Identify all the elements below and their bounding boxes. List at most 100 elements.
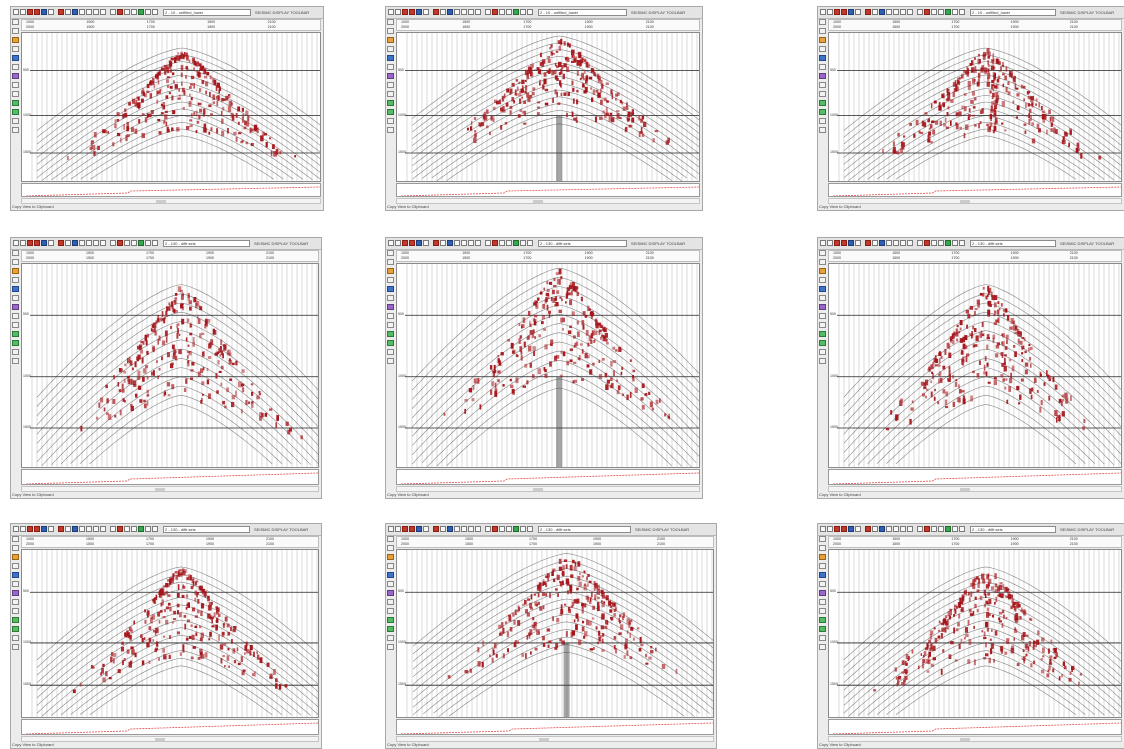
toolbar-tool-icon[interactable]	[152, 526, 158, 532]
side-tool-icon[interactable]	[387, 590, 394, 596]
toolbar-tool-icon[interactable]	[952, 9, 958, 15]
side-tool-icon[interactable]	[819, 536, 826, 542]
seismic-section[interactable]: 500 1000 1500	[21, 32, 321, 182]
side-tool-icon[interactable]	[819, 322, 826, 328]
side-tool-icon[interactable]	[819, 635, 826, 641]
toolbar-tool-icon[interactable]	[461, 240, 467, 246]
side-tool-icon[interactable]	[12, 55, 19, 61]
toolbar-tool-icon[interactable]	[416, 526, 422, 532]
toolbar-tool-icon[interactable]	[931, 9, 937, 15]
toolbar-tool-icon[interactable]	[34, 9, 40, 15]
toolbar-tool-icon[interactable]	[475, 240, 481, 246]
toolbar-tool-icon[interactable]	[931, 526, 937, 532]
side-tool-icon[interactable]	[819, 250, 826, 256]
scrollbar-thumb[interactable]	[155, 488, 166, 491]
horizontal-scrollbar[interactable]	[21, 198, 321, 204]
side-tool-icon[interactable]	[819, 590, 826, 596]
toolbar-tool-icon[interactable]	[468, 240, 474, 246]
toolbar-tool-icon[interactable]	[468, 526, 474, 532]
side-tool-icon[interactable]	[12, 118, 19, 124]
toolbar-tool-icon[interactable]	[65, 240, 71, 246]
toolbar-tool-icon[interactable]	[409, 9, 415, 15]
toolbar-tool-icon[interactable]	[110, 9, 116, 15]
side-tool-icon[interactable]	[12, 250, 19, 256]
toolbar-tool-icon[interactable]	[48, 240, 54, 246]
side-tool-icon[interactable]	[819, 118, 826, 124]
toolbar-tool-icon[interactable]	[959, 526, 965, 532]
toolbar-tool-icon[interactable]	[41, 240, 47, 246]
toolbar-tool-icon[interactable]	[145, 9, 151, 15]
horizontal-scrollbar[interactable]	[21, 486, 319, 492]
side-tool-icon[interactable]	[387, 340, 394, 346]
side-tool-icon[interactable]	[387, 608, 394, 614]
side-tool-icon[interactable]	[12, 19, 19, 25]
toolbar-tool-icon[interactable]	[820, 9, 826, 15]
toolbar-tool-icon[interactable]	[848, 526, 854, 532]
toolbar-tool-icon[interactable]	[131, 240, 137, 246]
side-tool-icon[interactable]	[12, 536, 19, 542]
side-tool-icon[interactable]	[819, 268, 826, 274]
toolbar-tool-icon[interactable]	[447, 526, 453, 532]
side-tool-icon[interactable]	[387, 127, 394, 133]
scrollbar-thumb[interactable]	[539, 738, 550, 741]
seismic-section[interactable]: 500 1000 1500	[396, 263, 700, 468]
toolbar-tool-icon[interactable]	[527, 9, 533, 15]
toolbar-tool-icon[interactable]	[485, 9, 491, 15]
dataset-dropdown[interactable]: 2 - 130 - diffr.seis	[538, 526, 631, 533]
toolbar-tool-icon[interactable]	[48, 9, 54, 15]
side-tool-icon[interactable]	[819, 109, 826, 115]
dataset-dropdown[interactable]: 2 - 130 - diffr.seis	[970, 240, 1056, 247]
side-tool-icon[interactable]	[387, 109, 394, 115]
side-tool-icon[interactable]	[12, 37, 19, 43]
toolbar-tool-icon[interactable]	[93, 526, 99, 532]
side-tool-icon[interactable]	[819, 277, 826, 283]
toolbar-tool-icon[interactable]	[492, 240, 498, 246]
toolbar-tool-icon[interactable]	[131, 526, 137, 532]
toolbar-tool-icon[interactable]	[447, 9, 453, 15]
seismic-section[interactable]: 500 1000 1500	[21, 549, 319, 718]
side-tool-icon[interactable]	[819, 563, 826, 569]
side-tool-icon[interactable]	[12, 46, 19, 52]
toolbar-tool-icon[interactable]	[93, 9, 99, 15]
toolbar-tool-icon[interactable]	[879, 240, 885, 246]
toolbar-tool-icon[interactable]	[110, 240, 116, 246]
side-tool-icon[interactable]	[387, 349, 394, 355]
side-tool-icon[interactable]	[819, 82, 826, 88]
side-tool-icon[interactable]	[12, 572, 19, 578]
horizontal-scrollbar[interactable]	[396, 198, 700, 204]
toolbar-tool-icon[interactable]	[416, 9, 422, 15]
toolbar-tool-icon[interactable]	[907, 9, 913, 15]
side-tool-icon[interactable]	[12, 358, 19, 364]
toolbar-tool-icon[interactable]	[820, 240, 826, 246]
side-tool-icon[interactable]	[387, 617, 394, 623]
side-tool-icon[interactable]	[12, 127, 19, 133]
side-tool-icon[interactable]	[819, 64, 826, 70]
toolbar-tool-icon[interactable]	[945, 526, 951, 532]
toolbar-tool-icon[interactable]	[152, 240, 158, 246]
toolbar-tool-icon[interactable]	[931, 240, 937, 246]
toolbar-tool-icon[interactable]	[34, 240, 40, 246]
toolbar-tool-icon[interactable]	[395, 526, 401, 532]
toolbar-tool-icon[interactable]	[907, 240, 913, 246]
toolbar-tool-icon[interactable]	[86, 9, 92, 15]
toolbar-tool-icon[interactable]	[959, 9, 965, 15]
dataset-dropdown[interactable]: 2 - 10 - unfilled_lower	[538, 9, 627, 16]
toolbar-tool-icon[interactable]	[879, 526, 885, 532]
side-tool-icon[interactable]	[819, 19, 826, 25]
toolbar-tool-icon[interactable]	[13, 526, 19, 532]
toolbar-tool-icon[interactable]	[72, 9, 78, 15]
toolbar-tool-icon[interactable]	[848, 240, 854, 246]
side-tool-icon[interactable]	[12, 259, 19, 265]
toolbar-tool-icon[interactable]	[440, 526, 446, 532]
dataset-dropdown[interactable]: 2 - 130 - diffr.seis	[163, 240, 250, 247]
side-tool-icon[interactable]	[387, 358, 394, 364]
dataset-dropdown[interactable]: 2 - 130 - diffr.seis	[163, 526, 250, 533]
side-tool-icon[interactable]	[819, 340, 826, 346]
side-tool-icon[interactable]	[12, 545, 19, 551]
toolbar-tool-icon[interactable]	[145, 526, 151, 532]
toolbar-tool-icon[interactable]	[20, 240, 26, 246]
side-tool-icon[interactable]	[819, 37, 826, 43]
horizontal-scrollbar[interactable]	[396, 486, 700, 492]
side-tool-icon[interactable]	[387, 295, 394, 301]
side-tool-icon[interactable]	[12, 340, 19, 346]
